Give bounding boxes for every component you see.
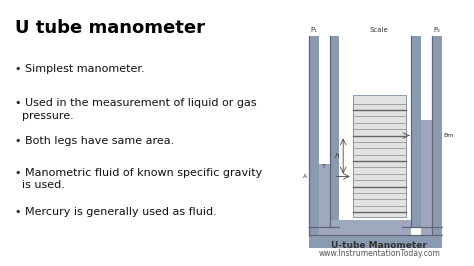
Bar <box>421 120 432 235</box>
Text: P₁: P₁ <box>310 27 317 34</box>
Bar <box>432 227 442 248</box>
Bar <box>309 227 319 248</box>
Text: • Both legs have same area.: • Both legs have same area. <box>15 136 174 146</box>
Text: • Mercury is generally used as fluid.: • Mercury is generally used as fluid. <box>15 207 217 218</box>
Text: U-tube Manometer: U-tube Manometer <box>331 241 427 250</box>
Bar <box>353 95 406 217</box>
Text: A: A <box>303 174 307 179</box>
Text: h: h <box>335 153 340 159</box>
Bar <box>309 36 319 227</box>
Text: T: T <box>322 164 326 169</box>
Text: U tube manometer: U tube manometer <box>15 19 205 37</box>
Bar <box>309 235 442 248</box>
Text: • Manometric fluid of known specific gravity
  is used.: • Manometric fluid of known specific gra… <box>15 168 262 190</box>
Bar <box>330 36 339 227</box>
Bar <box>319 164 330 235</box>
Text: • Simplest manometer.: • Simplest manometer. <box>15 64 144 74</box>
Text: Scale: Scale <box>370 27 389 34</box>
Text: P₂: P₂ <box>434 27 440 34</box>
Text: www.InstrumentationToday.com: www.InstrumentationToday.com <box>318 248 440 257</box>
Bar <box>432 36 442 227</box>
Text: • Used in the measurement of liquid or gas
  pressure.: • Used in the measurement of liquid or g… <box>15 98 256 121</box>
Bar <box>411 36 421 227</box>
Bar <box>330 220 411 235</box>
Text: Bm: Bm <box>444 133 454 138</box>
